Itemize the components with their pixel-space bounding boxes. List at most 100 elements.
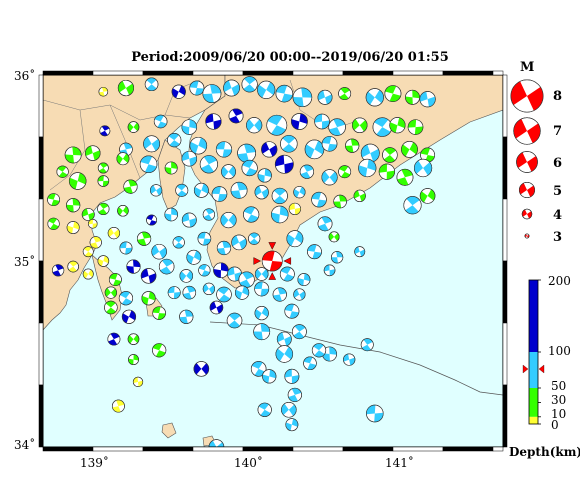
- focal-mechanism-108: [151, 243, 167, 260]
- focal-mechanism-134: [51, 264, 65, 277]
- focal-mechanism-45: [382, 147, 398, 163]
- lon-tick-140: 140˚: [234, 456, 263, 470]
- focal-mechanism-36: [189, 136, 208, 155]
- focal-mechanism-38: [237, 143, 257, 163]
- focal-mechanism-71: [150, 184, 163, 197]
- focal-mechanism-146: [104, 300, 118, 315]
- focal-mechanism-59: [274, 154, 294, 174]
- focal-mechanism-145: [293, 288, 306, 301]
- focal-mechanism-117: [330, 251, 344, 264]
- focal-mechanism-104: [82, 246, 94, 258]
- focal-mechanism-168: [250, 361, 267, 377]
- focal-mechanism-24: [246, 117, 263, 134]
- focal-mechanism-27: [314, 113, 330, 130]
- focal-mechanism-43: [345, 138, 360, 153]
- depth-tick-100: 100: [548, 344, 571, 358]
- depth-marker-right: [538, 364, 545, 374]
- depth-tick-200: 200: [548, 274, 571, 288]
- focal-mechanism-152: [254, 305, 269, 321]
- focal-mechanism-153: [284, 303, 300, 319]
- focal-mechanism-14: [365, 88, 384, 107]
- focal-mechanism-140: [202, 282, 216, 296]
- focal-mechanism-99: [47, 217, 60, 230]
- focal-mechanism-57: [241, 159, 258, 177]
- focal-mechanism-50: [97, 162, 109, 174]
- focal-mechanism-158: [303, 356, 317, 371]
- focal-mechanism-102: [89, 236, 102, 249]
- focal-mechanism-127: [213, 262, 229, 279]
- focal-mechanism-87: [97, 202, 110, 216]
- depth-band-0: [529, 416, 538, 424]
- focal-mechanism-163: [152, 343, 167, 358]
- focal-mechanism-54: [181, 150, 198, 167]
- highlight-event: [253, 242, 292, 280]
- focal-mechanism-156: [291, 324, 307, 340]
- magnitude-legend: [510, 79, 544, 239]
- focal-mechanism-81: [353, 189, 366, 202]
- focal-mechanism-101: [87, 219, 98, 229]
- focal-mechanism-136: [118, 291, 134, 306]
- focal-mechanism-150: [209, 300, 224, 315]
- focal-mechanism-37: [215, 141, 233, 158]
- focal-mechanism-48: [64, 146, 82, 164]
- focal-mechanism-69: [97, 175, 110, 187]
- mag-label-8: 8: [553, 89, 563, 104]
- focal-mechanism-88: [117, 205, 129, 217]
- focal-mechanism-107: [136, 231, 152, 246]
- focal-mechanism-17: [419, 91, 436, 108]
- focal-mechanism-78: [293, 186, 306, 199]
- focal-mechanism-91: [181, 212, 197, 228]
- focal-mechanism-174: [285, 418, 299, 432]
- highlight-marker-1: [268, 242, 277, 250]
- focal-mechanism-166: [107, 332, 121, 346]
- focal-mechanism-137: [141, 291, 156, 306]
- focal-mechanism-12: [317, 89, 333, 105]
- focal-mechanism-21: [181, 119, 198, 135]
- depth-marker-left: [522, 364, 529, 374]
- focal-mechanism-110: [186, 249, 202, 265]
- focal-mechanism-94: [243, 206, 260, 223]
- focal-mechanism-13: [338, 87, 352, 101]
- focal-mechanism-70: [123, 179, 138, 194]
- focal-mechanisms: [47, 76, 436, 447]
- legend-ball-m8: [510, 79, 544, 113]
- focal-mechanism-90: [164, 207, 178, 222]
- focal-mechanism-170: [284, 368, 300, 384]
- depth-scale-label: Depth(km): [509, 445, 580, 459]
- depth-tick-10: 10: [551, 407, 567, 421]
- focal-mechanism-72: [175, 183, 189, 197]
- focal-mechanism-3: [144, 77, 159, 92]
- focal-mechanism-77: [271, 187, 288, 204]
- focal-mechanism-128: [227, 266, 242, 282]
- focal-mechanism-66: [413, 158, 433, 178]
- focal-mechanism-55: [199, 155, 218, 174]
- focal-mechanism-28: [328, 118, 346, 136]
- focal-mechanism-122: [126, 259, 141, 274]
- focal-mechanism-112: [216, 240, 232, 256]
- focal-mechanism-138: [167, 286, 181, 300]
- focal-mechanism-74: [211, 186, 228, 202]
- focal-mechanism-147: [121, 309, 137, 324]
- focal-mechanism-155: [276, 331, 292, 347]
- lat-tick-34: 34˚: [14, 438, 36, 452]
- focal-mechanism-123: [140, 268, 157, 284]
- focal-mechanism-143: [254, 281, 270, 297]
- frame-ticks: [38, 70, 508, 452]
- focal-mechanism-169: [262, 369, 277, 384]
- map-area: [43, 75, 503, 447]
- focal-mechanism-86: [81, 208, 95, 221]
- trench-line: [209, 321, 503, 396]
- focal-mechanism-135: [104, 286, 117, 299]
- focal-mechanism-64: [378, 163, 395, 180]
- legend-ball-m4: [521, 208, 533, 220]
- focal-mechanism-161: [360, 338, 374, 352]
- lon-tick-139: 139˚: [80, 456, 109, 470]
- focal-mechanism-26: [290, 113, 308, 130]
- focal-mechanism-92: [202, 208, 216, 221]
- focal-mechanism-52: [139, 155, 158, 174]
- focal-mechanism-176: [111, 399, 125, 413]
- focal-mechanism-144: [272, 287, 287, 302]
- focal-mechanism-95: [271, 205, 289, 224]
- focal-mechanism-83: [419, 188, 436, 204]
- focal-mechanism-132: [297, 273, 311, 287]
